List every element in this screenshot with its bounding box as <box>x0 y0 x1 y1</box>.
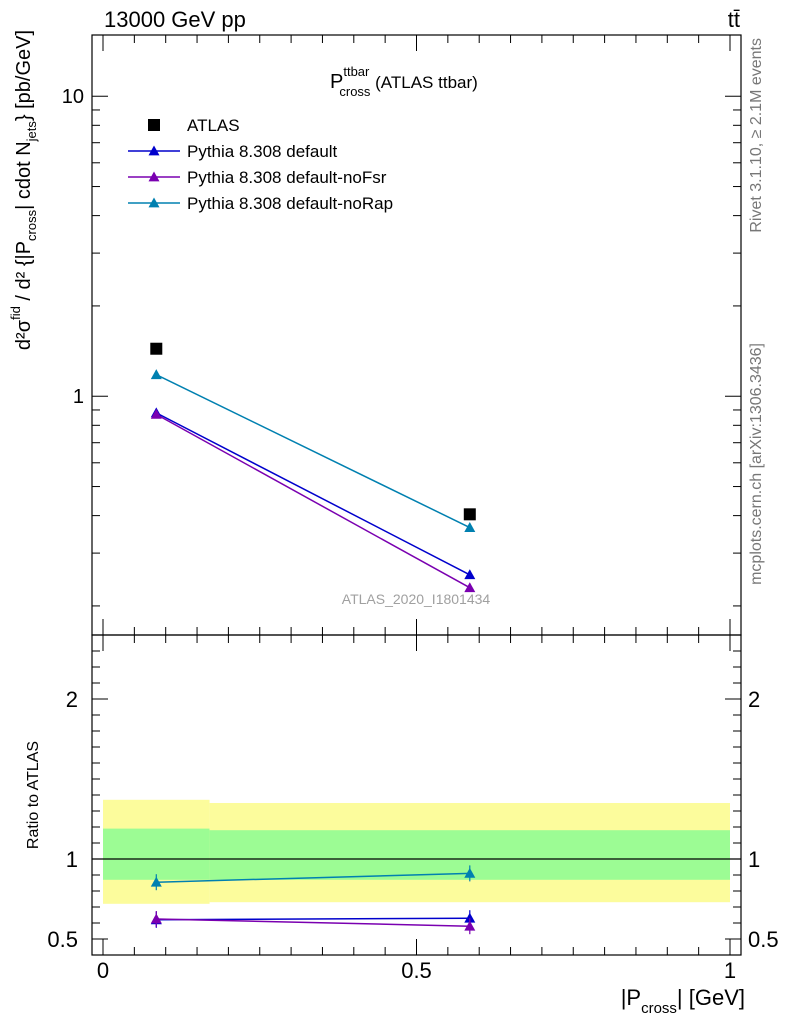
legend-label-0: ATLAS <box>187 116 240 135</box>
legend-marker-atlas <box>148 119 160 131</box>
data-point-atlas <box>463 508 476 521</box>
series-line-2 <box>155 413 471 589</box>
ratio-ytick-label-right: 2 <box>748 687 760 712</box>
xlabel: |Pcross| [GeV] <box>621 985 745 1017</box>
data-point-atlas <box>150 342 163 355</box>
title-sup: ttbar <box>343 64 370 79</box>
series-point-3 <box>464 522 476 532</box>
title-rest: (ATLAS ttbar) <box>370 73 477 92</box>
legend-label-2: Pythia 8.308 default-noFsr <box>187 168 387 187</box>
legend-marker-3 <box>148 197 160 208</box>
series-point-1 <box>464 569 476 580</box>
ratio-point-0 <box>464 912 476 923</box>
series-line-3 <box>155 373 471 529</box>
series-point-2 <box>150 408 162 419</box>
ratio-point-2 <box>464 867 476 878</box>
series-point-2 <box>464 582 476 593</box>
main-ytick-label: 10 <box>62 86 84 108</box>
process-label: tt̄ <box>728 7 740 32</box>
series-point-3 <box>150 369 162 380</box>
main-ytick-label: 1 <box>73 386 84 408</box>
xtick-label: 1 <box>724 958 736 983</box>
ratio-ytick-label: 1 <box>66 847 78 872</box>
ratio-band-inner-0 <box>103 828 210 880</box>
ratio-point-2 <box>150 876 162 887</box>
ratio-panel-frame <box>91 634 742 956</box>
title-main: P <box>330 71 343 93</box>
xtick-label: 0 <box>97 958 109 983</box>
ratio-line-1 <box>156 918 470 927</box>
ratio-ytick-label: 0.5 <box>47 927 78 952</box>
ratio-point-1 <box>150 913 162 924</box>
legend-label-3: Pythia 8.308 default-noRap <box>187 194 393 213</box>
xtick-label: 0.5 <box>401 958 432 983</box>
rivet-label: Rivet 3.1.10, ≥ 2.1M events <box>748 38 765 233</box>
title-sub: cross <box>339 84 371 99</box>
legend-marker-1 <box>148 145 160 156</box>
plot-title: Pttbar cross (ATLAS ttbar) <box>330 64 478 99</box>
analysis-id: ATLAS_2020_I1801434 <box>342 591 491 607</box>
ratio-ytick-label-right: 1 <box>748 847 760 872</box>
ratio-ytick-label-right: 0.5 <box>748 927 779 952</box>
ratio-ytick-label: 2 <box>66 687 78 712</box>
energy-label: 13000 GeV pp <box>104 7 246 32</box>
upper-ylabel: d²σfid / d² {|Pcross| cdot Njets} [pb/Ge… <box>8 30 39 350</box>
mcplots-label: mcplots.cern.ch [arXiv:1306.3436] <box>748 343 765 585</box>
lower-ylabel: Ratio to ATLAS <box>25 741 42 849</box>
ratio-point-1 <box>464 920 476 931</box>
legend-label-1: Pythia 8.308 default <box>187 142 338 161</box>
legend-marker-2 <box>148 171 160 182</box>
series-line-1 <box>155 412 471 576</box>
ratio-line-2 <box>156 872 470 883</box>
